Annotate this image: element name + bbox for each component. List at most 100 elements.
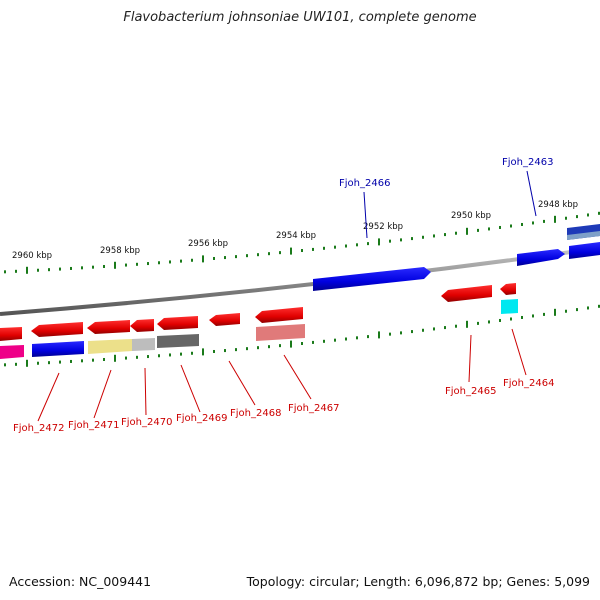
- gene-label-fjoh-2468[interactable]: Fjoh_2468: [230, 408, 281, 419]
- gene-label-fjoh-2465[interactable]: Fjoh_2465: [445, 386, 496, 397]
- gene-feature-fjoh-2469-b[interactable]: [157, 316, 198, 330]
- inner-scale-minor-tick: [169, 353, 171, 357]
- inner-scale-minor-tick: [488, 320, 490, 324]
- inner-scale-major-tick: [26, 359, 28, 367]
- inner-scale-minor-tick: [213, 349, 215, 353]
- gene-label-fjoh-2463[interactable]: Fjoh_2463: [502, 157, 553, 168]
- gene-feature-fjoh-2468[interactable]: [209, 313, 240, 326]
- gene-feature-fjoh-2471-b[interactable]: [32, 341, 84, 357]
- outer-scale-minor-tick: [191, 258, 193, 262]
- inner-scale-major-tick: [466, 320, 468, 328]
- inner-scale-minor-tick: [246, 347, 248, 351]
- outer-scale-minor-tick: [433, 234, 435, 238]
- outer-scale-minor-tick: [301, 249, 303, 253]
- accession-text: Accession: NC_009441: [9, 574, 152, 589]
- outer-scale-minor-tick: [389, 239, 391, 243]
- inner-scale-minor-tick: [158, 354, 160, 358]
- outer-scale-major-tick: [378, 238, 380, 246]
- gene-feature-fjoh-2464-b[interactable]: [501, 299, 518, 314]
- gene-feature-fjoh-2466[interactable]: [313, 267, 431, 291]
- inner-scale-minor-tick: [147, 355, 149, 359]
- leader-line-fjoh-2465: [468, 334, 472, 383]
- inner-scale-minor-tick: [444, 326, 446, 330]
- gene-label-fjoh-2466[interactable]: Fjoh_2466: [339, 178, 390, 189]
- gene-feature-fjoh-2469-a[interactable]: [130, 319, 154, 332]
- outer-scale-minor-tick: [246, 254, 248, 258]
- inner-scale-minor-tick: [367, 335, 369, 339]
- scale-label-2954: 2954 kbp: [276, 231, 316, 241]
- gene-feature-fjoh-2467-a[interactable]: [255, 307, 303, 323]
- scale-label-2952: 2952 kbp: [363, 222, 403, 232]
- gene-feature-fjoh-2463-a[interactable]: [517, 249, 565, 266]
- outer-scale-major-tick: [466, 227, 468, 235]
- gene-feature-fjoh-2471-a[interactable]: [31, 322, 83, 337]
- inner-scale-minor-tick: [477, 321, 479, 325]
- outer-scale-minor-tick: [499, 225, 501, 229]
- outer-scale-major-tick: [290, 247, 292, 255]
- inner-scale-major-tick: [114, 354, 116, 362]
- inner-scale-minor-tick: [587, 306, 589, 310]
- outer-scale-minor-tick: [532, 221, 534, 225]
- inner-scale-minor-tick: [268, 345, 270, 349]
- gene-feature-forward-edge[interactable]: [569, 242, 600, 259]
- outer-scale-minor-tick: [4, 270, 6, 274]
- outer-scale-major-tick: [554, 215, 556, 223]
- outer-scale-minor-tick: [477, 228, 479, 232]
- outer-scale-minor-tick: [323, 246, 325, 250]
- gene-feature-fjoh-2470-b[interactable]: [88, 339, 132, 354]
- outer-scale-minor-tick: [279, 251, 281, 255]
- outer-scale-minor-tick: [598, 211, 600, 215]
- inner-scale-major-tick: [290, 340, 292, 348]
- gene-label-fjoh-2470[interactable]: Fjoh_2470: [121, 417, 172, 428]
- gene-feature-fjoh-2467-b[interactable]: [256, 324, 305, 341]
- inner-scale-ticks: [4, 304, 600, 367]
- outer-scale-minor-tick: [444, 233, 446, 237]
- inner-scale-minor-tick: [345, 337, 347, 341]
- outer-scale-minor-tick: [345, 244, 347, 248]
- gene-label-fjoh-2471[interactable]: Fjoh_2471: [68, 420, 119, 431]
- outer-scale-minor-tick: [235, 255, 237, 259]
- inner-scale-minor-tick: [257, 346, 259, 350]
- leader-line-fjoh-2471: [93, 369, 112, 419]
- gene-label-fjoh-2472[interactable]: Fjoh_2472: [13, 423, 64, 434]
- inner-scale-minor-tick: [48, 361, 50, 365]
- gene-feature-fjoh-2470-a[interactable]: [87, 320, 130, 334]
- outer-scale-minor-tick: [587, 213, 589, 217]
- inner-scale-minor-tick: [235, 348, 237, 352]
- inner-scale-minor-tick: [576, 308, 578, 312]
- inner-scale-minor-tick: [356, 336, 358, 340]
- inner-scale-minor-tick: [92, 358, 94, 362]
- scale-label-2956: 2956 kbp: [188, 239, 228, 249]
- inner-scale-minor-tick: [59, 360, 61, 364]
- inner-scale-minor-tick: [312, 340, 314, 344]
- gene-feature-fjoh-2470-c[interactable]: [132, 338, 155, 351]
- inner-scale-minor-tick: [510, 317, 512, 321]
- gene-label-fjoh-2464[interactable]: Fjoh_2464: [503, 378, 554, 389]
- gene-feature-fjoh-2464-a[interactable]: [500, 283, 516, 295]
- inner-scale-minor-tick: [136, 355, 138, 359]
- gene-feature-fjoh-2465[interactable]: [441, 285, 492, 302]
- gene-feature-fjoh-2469-c[interactable]: [157, 334, 199, 348]
- outer-scale-minor-tick: [136, 262, 138, 266]
- inner-scale-major-tick: [202, 348, 204, 356]
- outer-scale-major-tick: [26, 266, 28, 274]
- outer-scale-minor-tick: [59, 267, 61, 271]
- inner-scale-minor-tick: [521, 315, 523, 319]
- outer-scale-minor-tick: [565, 216, 567, 220]
- gene-label-fjoh-2469[interactable]: Fjoh_2469: [176, 413, 227, 424]
- leader-line-fjoh-2472: [37, 372, 60, 422]
- inner-scale-minor-tick: [400, 331, 402, 335]
- outer-scale-minor-tick: [411, 237, 413, 241]
- gene-feature-fjoh-2472-b[interactable]: [0, 345, 24, 359]
- outer-scale-minor-tick: [180, 259, 182, 263]
- gene-feature-fjoh-2472-a[interactable]: [0, 327, 22, 341]
- scale-label-2950: 2950 kbp: [451, 211, 491, 221]
- outer-scale-minor-tick: [400, 238, 402, 242]
- gene-feature-fjoh-2463-c: [567, 231, 600, 240]
- outer-scale-minor-tick: [367, 242, 369, 246]
- gene-label-fjoh-2467[interactable]: Fjoh_2467: [288, 403, 339, 414]
- inner-scale-minor-tick: [455, 324, 457, 328]
- inner-scale-minor-tick: [389, 332, 391, 336]
